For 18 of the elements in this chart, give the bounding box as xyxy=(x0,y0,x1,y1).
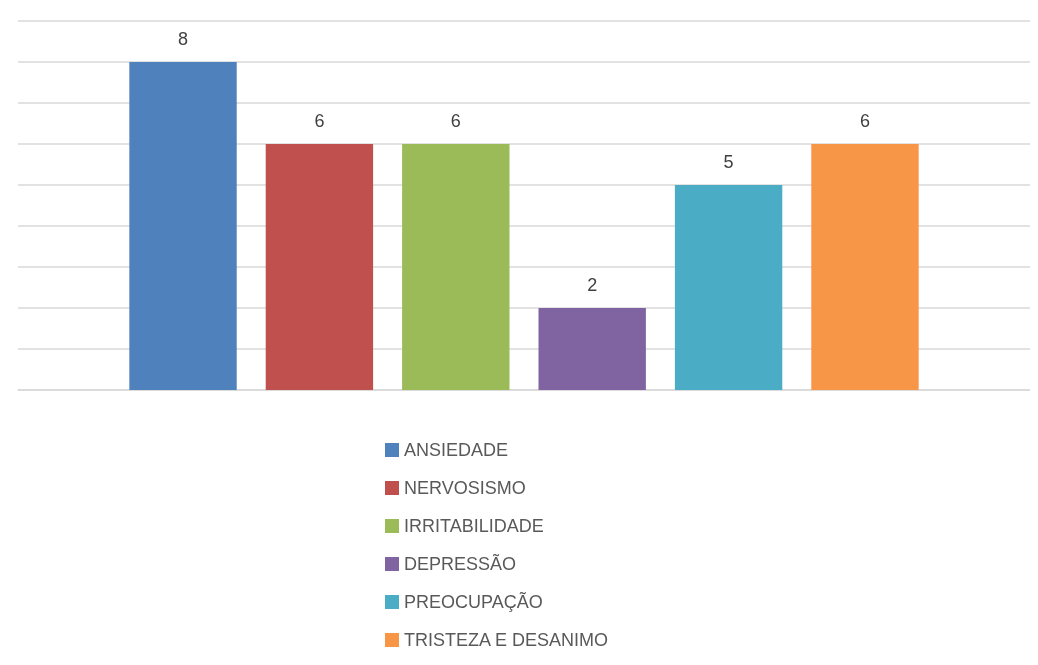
legend-label: ANSIEDADE xyxy=(404,440,509,460)
data-label: 5 xyxy=(723,152,734,172)
legend-label: DEPRESSÃO xyxy=(404,553,517,574)
data-label: 6 xyxy=(859,111,870,131)
data-label: 8 xyxy=(178,29,189,49)
data-label: 6 xyxy=(314,111,325,131)
legend-label: IRRITABILIDADE xyxy=(404,516,544,536)
bar xyxy=(674,185,783,390)
bar xyxy=(538,308,646,390)
bar xyxy=(129,62,237,390)
legend-label: PREOCUPAÇÃO xyxy=(404,591,543,612)
legend-label: TRISTEZA E DESANIMO xyxy=(404,630,609,650)
bar xyxy=(402,144,510,390)
data-label: 2 xyxy=(587,275,598,295)
legend-label: NERVOSISMO xyxy=(404,478,526,498)
data-label: 6 xyxy=(450,111,461,131)
bar xyxy=(811,144,919,390)
bar xyxy=(265,144,374,390)
